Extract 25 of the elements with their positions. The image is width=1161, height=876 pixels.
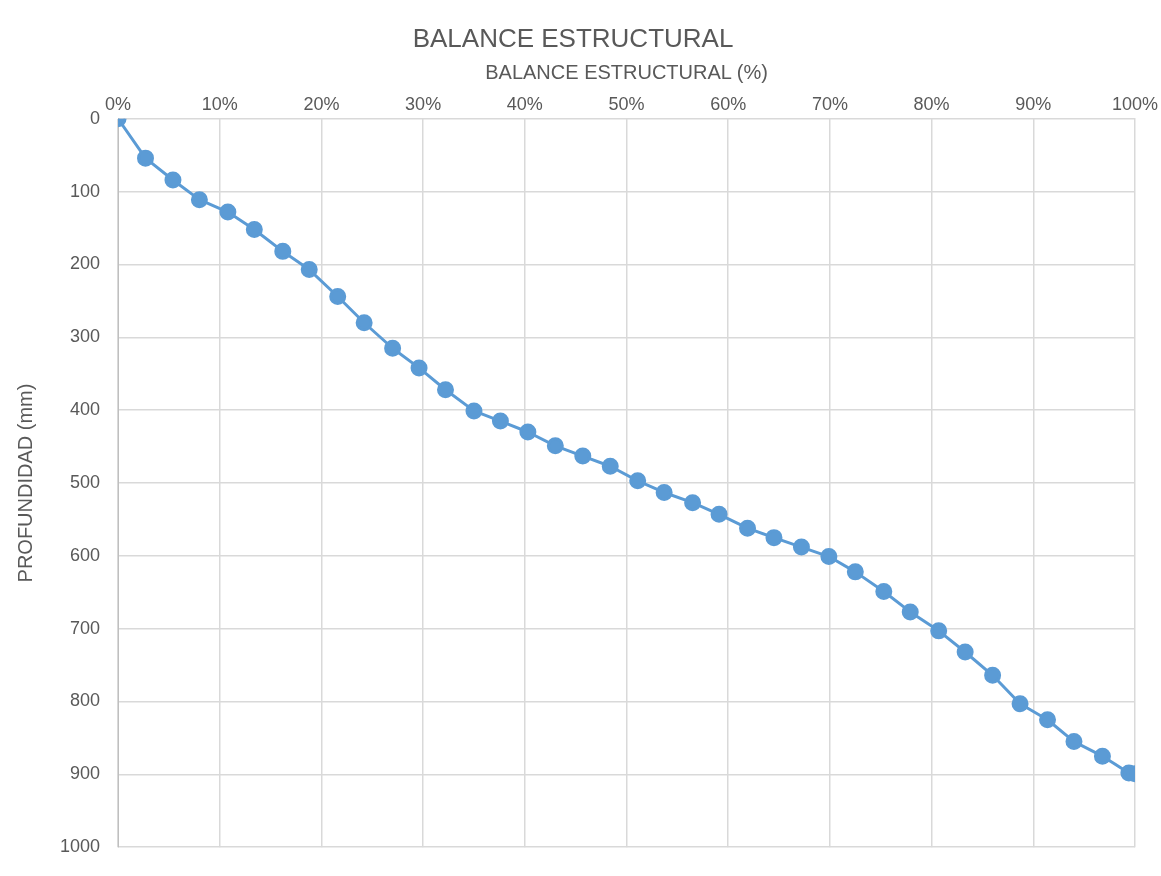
y-tick-label: 500 xyxy=(70,471,101,492)
y-tick-label: 200 xyxy=(70,253,101,274)
x-axis-title: BALANCE ESTRUCTURAL (%) xyxy=(485,60,768,83)
x-tick-label: 60% xyxy=(710,93,747,114)
y-tick-label: 800 xyxy=(70,690,101,711)
x-tick-label: 10% xyxy=(201,93,238,114)
x-tick-label: 40% xyxy=(506,93,543,114)
x-tick-label: 30% xyxy=(405,93,442,114)
y-tick-label: 400 xyxy=(70,399,101,420)
x-tick-label: 80% xyxy=(913,93,950,114)
x-tick-label: 50% xyxy=(608,93,645,114)
y-tick-label: 700 xyxy=(70,617,101,638)
y-tick-label: 900 xyxy=(70,763,101,784)
y-axis-title: PROFUNDIDAD (mm) xyxy=(13,383,36,583)
x-tick-label: 90% xyxy=(1015,93,1052,114)
x-tick-label: 70% xyxy=(811,93,848,114)
x-tick-label: 20% xyxy=(303,93,340,114)
y-tick-label: 100 xyxy=(70,180,101,201)
y-tick-label: 1000 xyxy=(60,836,101,857)
x-tick-label: 100% xyxy=(1111,93,1158,114)
x-tick-label: 0% xyxy=(105,93,132,114)
chart-title: BALANCE ESTRUCTURAL xyxy=(412,22,734,53)
y-tick-label: 300 xyxy=(70,326,101,347)
y-tick-label: 600 xyxy=(70,544,101,565)
y-tick-label: 0 xyxy=(90,107,101,128)
